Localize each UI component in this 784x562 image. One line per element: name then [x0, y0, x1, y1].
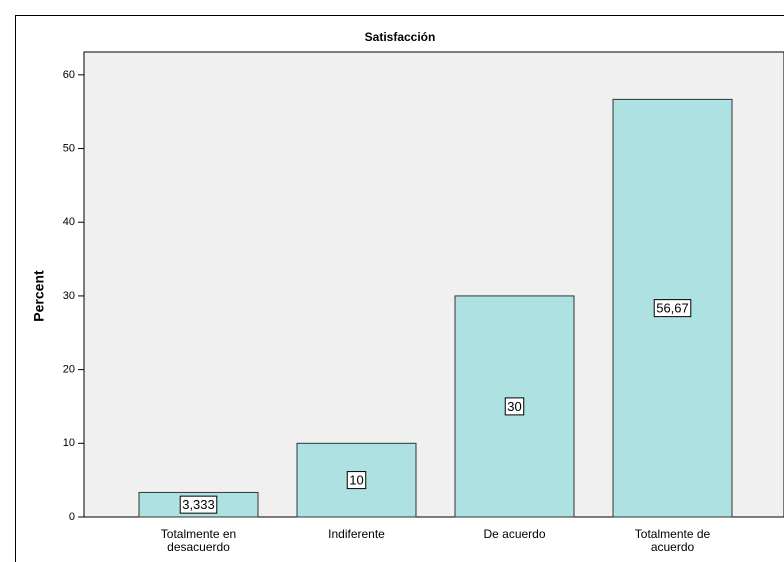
value-label: 56,67: [656, 301, 689, 316]
value-label-box: [504, 397, 525, 416]
value-label-box: [653, 299, 692, 318]
value-label-box: [179, 495, 218, 514]
value-label: 10: [349, 473, 363, 488]
y-tick-label: 60: [63, 69, 75, 81]
y-tick-label: 20: [63, 364, 75, 376]
y-tick-label: 0: [69, 511, 75, 523]
x-tick-label: Totalmente en desacuerdo: [160, 527, 237, 554]
x-tick-label: Indiferente: [328, 527, 385, 541]
y-tick-label: 50: [63, 142, 75, 154]
x-tick-label: Totalmente de acuerdo: [634, 527, 711, 554]
value-label: 3,333: [182, 497, 215, 512]
x-tick-label: De acuerdo: [483, 527, 546, 541]
y-axis-label: Percent: [31, 270, 47, 322]
value-label-box: [346, 471, 367, 490]
y-tick-label: 10: [63, 437, 75, 449]
chart-title: Satisfacción: [365, 30, 436, 44]
y-tick-label: 40: [63, 216, 75, 228]
value-label: 30: [507, 399, 521, 414]
y-tick-label: 30: [63, 290, 75, 302]
